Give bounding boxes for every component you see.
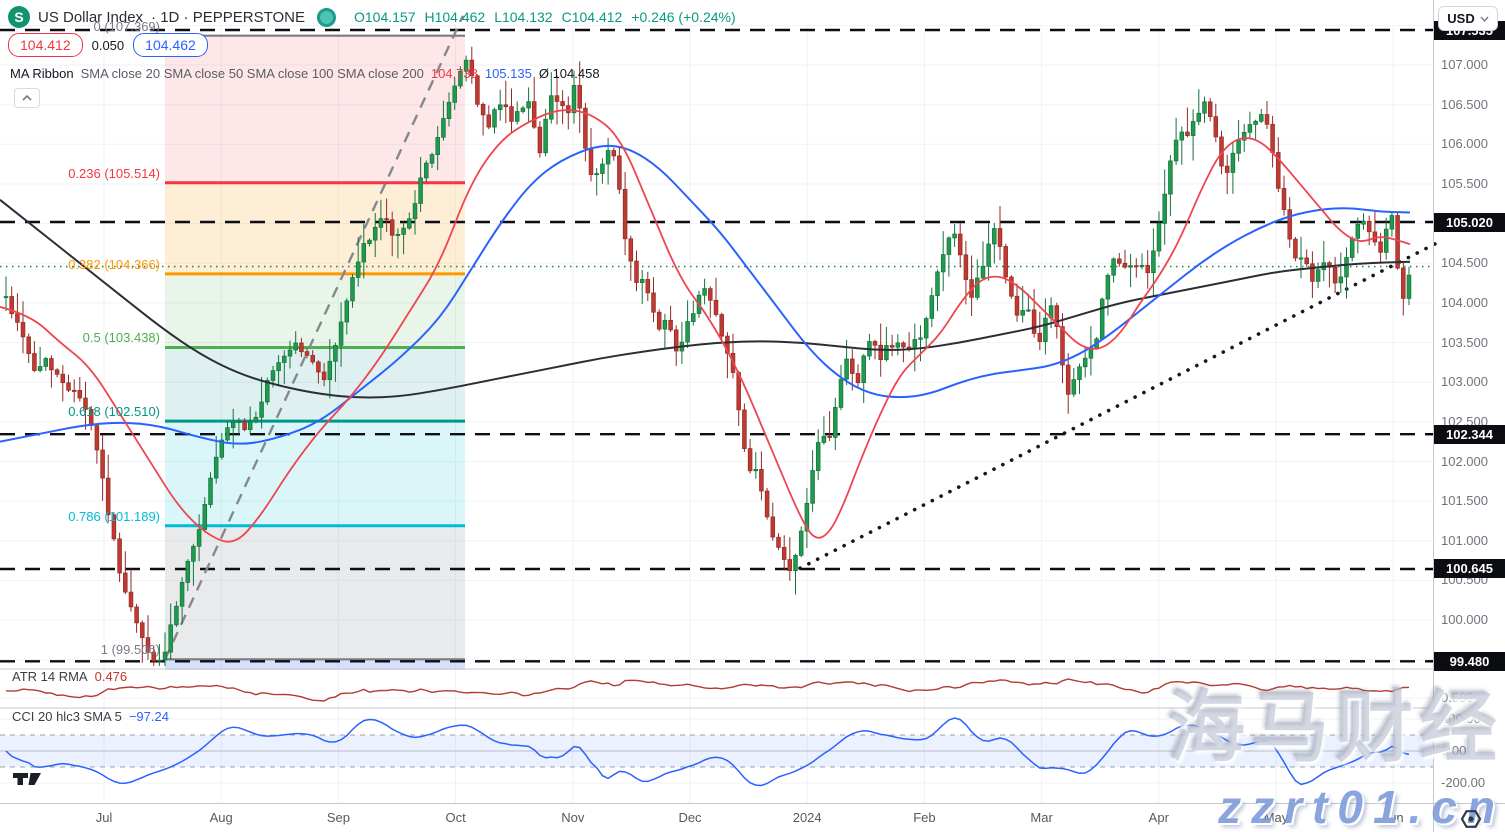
ma-ribbon-name: MA Ribbon (10, 66, 74, 81)
cci-value: −97.24 (128, 709, 169, 724)
price-label-blue[interactable]: 104.462 (133, 33, 208, 57)
legend-collapse-button[interactable] (14, 88, 40, 108)
atr-label: ATR 14 RMA (12, 669, 88, 684)
ma-value-sma50: 105.135 (484, 66, 532, 81)
currency-label: USD (1447, 11, 1475, 26)
settings-gear-icon[interactable] (1458, 806, 1484, 832)
symbol-legend[interactable]: S US Dollar Index · 1D · PEPPERSTONE O10… (8, 6, 736, 28)
ohlc-close: C104.412 (561, 9, 623, 25)
price-label-red[interactable]: 104.412 (8, 33, 83, 57)
ma-value-sma20: 104.738 (430, 66, 478, 81)
cci-legend[interactable]: CCI 20 hlc3 SMA 5 −97.24 (12, 709, 169, 724)
ma-ribbon-params: SMA close 20 SMA close 50 SMA close 100 … (80, 66, 424, 81)
ohlc-low: L104.132 (494, 9, 553, 25)
market-status-icon[interactable] (316, 7, 336, 27)
ohlc-open: O104.157 (353, 9, 416, 25)
chevron-up-icon (22, 95, 32, 101)
atr-legend[interactable]: ATR 14 RMA 0.476 (12, 669, 127, 684)
symbol-logo-icon: S (8, 6, 30, 28)
price-alert-labels: 104.412 0.050 104.462 (8, 33, 208, 57)
ohlc-high: H104.462 (424, 9, 486, 25)
price-spread-label: 0.050 (91, 37, 125, 53)
symbol-meta: · 1D · PEPPERSTONE (151, 8, 305, 26)
currency-selector[interactable]: USD (1438, 6, 1498, 31)
ohlc-readout: O104.157 H104.462 L104.132 C104.412 +0.2… (354, 9, 736, 25)
chevron-down-icon (1480, 16, 1489, 22)
tradingview-logo-icon[interactable] (13, 772, 43, 786)
atr-value: 0.476 (94, 669, 128, 684)
ohlc-change: +0.246 (+0.24%) (631, 9, 736, 25)
ma-value-average: Ø 104.458 (538, 66, 600, 81)
ma-ribbon-legend[interactable]: MA Ribbon SMA close 20 SMA close 50 SMA … (10, 66, 600, 81)
cci-label: CCI 20 hlc3 SMA 5 (12, 709, 122, 724)
symbol-title[interactable]: US Dollar Index (38, 8, 144, 26)
